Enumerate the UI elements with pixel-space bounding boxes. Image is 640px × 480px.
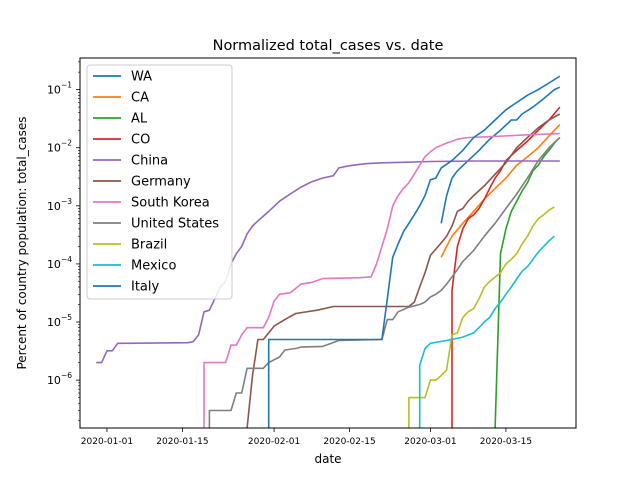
legend-label-10: Italy xyxy=(131,280,160,295)
legend-label-5: Germany xyxy=(131,175,191,190)
legend-label-8: Brazil xyxy=(131,238,167,253)
y-tick-label-1: 10−5 xyxy=(47,313,72,329)
x-tick-label-4: 2020-03-01 xyxy=(404,437,456,447)
legend-label-7: United States xyxy=(131,217,219,232)
y-tick-label-3: 10−3 xyxy=(47,197,72,213)
series-line-1 xyxy=(440,124,561,258)
series-line-5 xyxy=(246,113,561,428)
x-tick-label-2: 2020-02-01 xyxy=(248,437,300,447)
plot-frame xyxy=(79,57,577,429)
legend-label-2: AL xyxy=(131,112,148,127)
legend-label-0: WA xyxy=(131,70,152,85)
series-line-0 xyxy=(440,86,561,224)
series-line-2 xyxy=(494,136,561,428)
series-layer xyxy=(96,75,561,428)
x-tick-label-1: 2020-01-15 xyxy=(156,437,208,447)
x-tick-label-5: 2020-03-15 xyxy=(480,437,532,447)
legend-label-4: China xyxy=(131,154,168,169)
series-line-3 xyxy=(451,106,561,428)
chart-title: Normalized total_cases vs. date xyxy=(213,38,444,54)
legend-box xyxy=(86,64,233,300)
x-tick-label-0: 2020-01-01 xyxy=(81,437,133,447)
y-axis: 10−6 10−5 10−4 10−3 10−2 10−1 xyxy=(47,61,80,422)
x-axis: 2020-01-01 2020-01-15 2020-02-01 2020-02-15… xyxy=(81,428,532,447)
y-tick-label-4: 10−2 xyxy=(47,139,72,155)
legend-label-3: CO xyxy=(131,133,150,148)
legend-label-6: South Korea xyxy=(131,196,210,211)
y-axis-label: Percent of country population: total_cas… xyxy=(15,116,29,369)
series-line-8 xyxy=(408,206,555,428)
x-axis-label: date xyxy=(314,452,341,466)
legend-label-1: CA xyxy=(131,91,149,106)
series-line-4 xyxy=(96,160,560,364)
x-tick-label-3: 2020-02-15 xyxy=(323,437,375,447)
legend: WA CA AL CO China Germany South Korea United St… xyxy=(86,64,233,300)
series-line-9 xyxy=(418,235,555,428)
series-line-10 xyxy=(267,75,561,428)
y-tick-label-0: 10−6 xyxy=(47,371,72,387)
series-line-6 xyxy=(203,132,560,428)
legend-label-9: Mexico xyxy=(131,259,176,274)
y-tick-label-5: 10−1 xyxy=(47,81,72,97)
y-tick-label-2: 10−4 xyxy=(47,255,72,271)
series-line-7 xyxy=(208,136,561,428)
